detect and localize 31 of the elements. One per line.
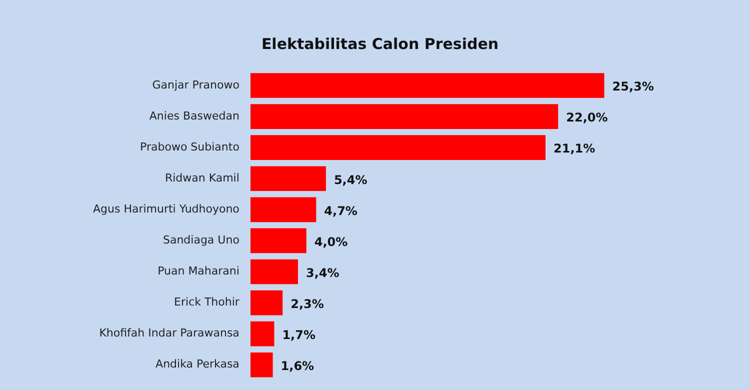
- y-tick-label: Sandiaga Uno: [162, 234, 240, 247]
- data-label: 2,3%: [290, 296, 324, 311]
- bar: [250, 352, 273, 378]
- chart-title: Elektabilitas Calon Presiden: [261, 34, 499, 53]
- bar: [250, 228, 306, 254]
- y-tick-label: Ridwan Kamil: [164, 172, 240, 184]
- data-label: 25,3%: [612, 80, 654, 94]
- data-label: 4,0%: [314, 234, 348, 249]
- bar: [250, 135, 546, 160]
- bar: [250, 290, 283, 316]
- data-label: 5,4%: [334, 172, 368, 187]
- y-tick-label: Erick Thohir: [174, 296, 240, 309]
- y-tick-label: Puan Maharani: [158, 264, 240, 278]
- y-tick-label: Ganjar Pranowo: [152, 78, 240, 92]
- bar: [250, 321, 274, 346]
- y-tick-label: Anies Baswedan: [149, 109, 240, 122]
- bar: [250, 104, 558, 129]
- data-label: 1,7%: [282, 328, 316, 342]
- y-tick-label: Khofifah Indar Parawansa: [99, 326, 240, 340]
- data-label: 22,0%: [566, 110, 608, 125]
- bar: [250, 259, 298, 284]
- data-label: 21,1%: [554, 142, 596, 156]
- bar: [250, 73, 604, 98]
- y-tick-label: Agus Harimurti Yudhoyono: [92, 202, 240, 216]
- y-tick-label: Prabowo Subianto: [140, 140, 240, 154]
- data-label: 1,6%: [280, 359, 314, 374]
- bar: [250, 166, 326, 192]
- data-label: 4,7%: [324, 204, 358, 218]
- bar: [250, 197, 316, 222]
- data-label: 3,4%: [306, 266, 340, 280]
- y-tick-label: Andika Perkasa: [156, 358, 240, 371]
